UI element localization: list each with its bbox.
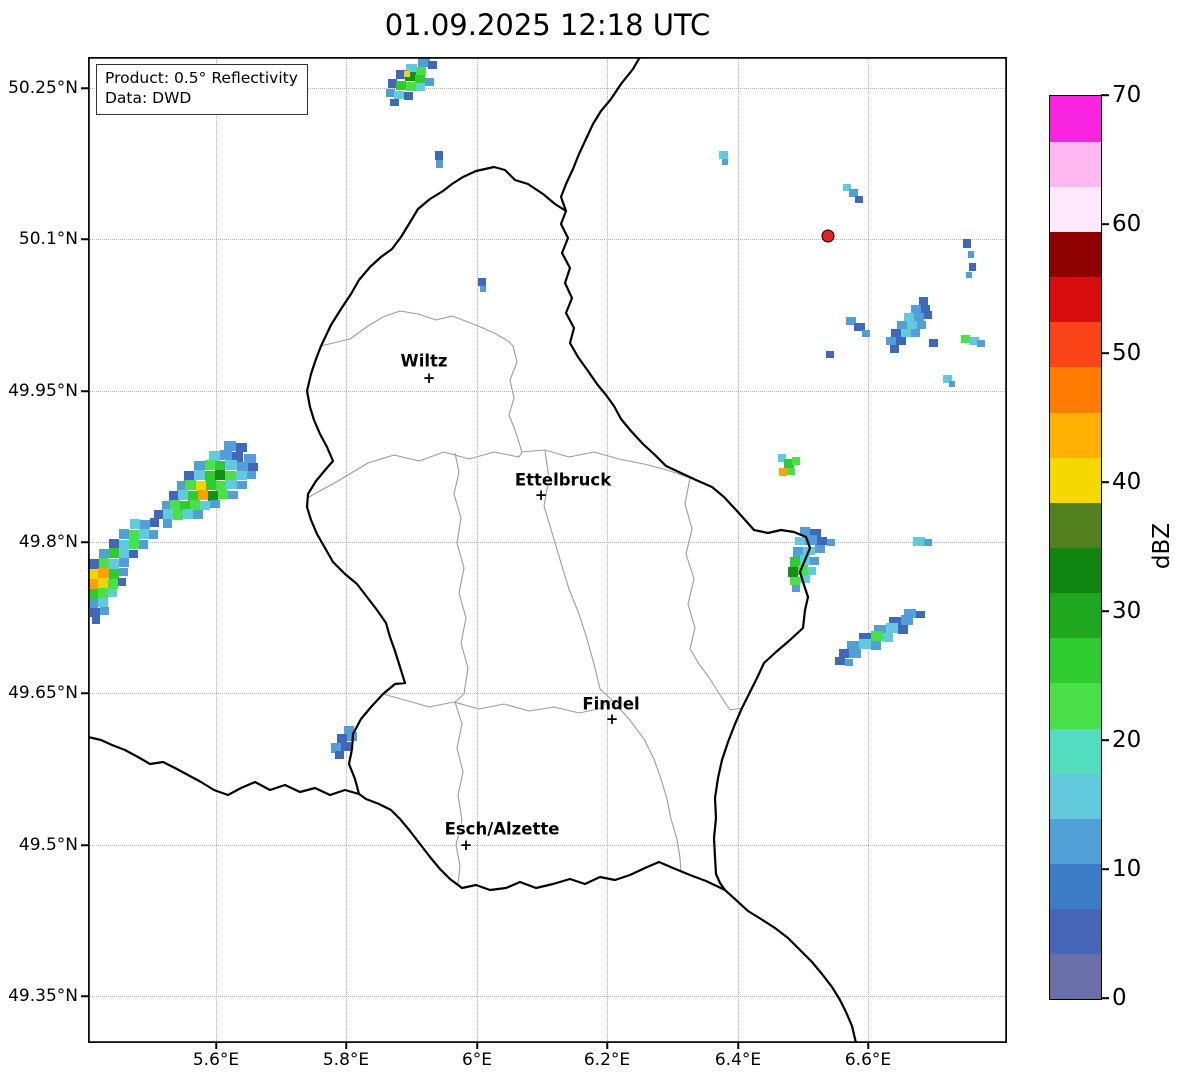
x-axis-tick-label: 5.8°E <box>322 1050 370 1070</box>
y-axis-tick-mark <box>81 87 88 89</box>
radar-map: Wiltz + Ettelbruck + Findel + Esch/Alzette + Pr… <box>88 57 1007 1043</box>
colorbar-tick-mark <box>1101 610 1109 612</box>
product-info-line2: Data: DWD <box>105 89 192 108</box>
y-axis-tick-mark <box>81 541 88 543</box>
x-axis-tick-mark <box>867 1043 869 1049</box>
x-axis-tick-mark <box>345 1043 347 1049</box>
colorbar-segment <box>1050 141 1101 187</box>
colorbar-segment <box>1050 366 1101 413</box>
colorbar-tick-label: 10 <box>1112 856 1142 882</box>
colorbar-tick-mark <box>1101 481 1109 483</box>
page-title: 01.09.2025 12:18 UTC <box>384 8 711 42</box>
colorbar-tick-label: 30 <box>1112 598 1142 624</box>
colorbar-segment <box>1050 637 1101 684</box>
colorbar-tick-mark <box>1101 739 1109 741</box>
colorbar-segment <box>1050 728 1101 774</box>
colorbar-segment <box>1050 412 1101 458</box>
colorbar-label: dBZ <box>1149 522 1175 570</box>
colorbar-tick-label: 20 <box>1112 727 1142 753</box>
colorbar-segment <box>1050 96 1101 142</box>
x-axis-tick-label: 6.6°E <box>844 1050 892 1070</box>
city-marker: + <box>534 486 548 505</box>
x-axis-tick-mark <box>737 1043 739 1049</box>
y-axis-tick-mark <box>81 692 88 694</box>
city-marker: + <box>459 836 473 855</box>
colorbar-tick-mark <box>1101 223 1109 225</box>
y-axis-tick-label: 49.65°N <box>8 683 78 703</box>
colorbar-segment <box>1050 773 1101 819</box>
city-label: Ettelbruck <box>514 470 612 490</box>
colorbar-tick-label: 40 <box>1112 469 1142 495</box>
colorbar-segment <box>1050 186 1101 232</box>
city-layer: Wiltz + Ettelbruck + Findel + Esch/Alzette + <box>88 57 1007 1043</box>
x-axis-tick-mark <box>215 1043 217 1049</box>
colorbar-segment <box>1050 231 1101 278</box>
city-label: Wiltz <box>400 351 448 371</box>
y-axis-tick-label: 50.1°N <box>18 229 78 249</box>
y-axis-tick-label: 49.95°N <box>8 381 78 401</box>
colorbar-segment <box>1050 457 1101 503</box>
x-axis-tick-label: 6.2°E <box>583 1050 631 1070</box>
product-info-line1: Product: 0.5° Reflectivity <box>105 69 298 87</box>
y-axis-tick-label: 50.25°N <box>8 78 78 98</box>
colorbar-segment <box>1050 863 1101 910</box>
y-axis-tick-label: 49.8°N <box>18 532 78 552</box>
x-axis-tick-mark <box>476 1043 478 1049</box>
colorbar-segment <box>1050 547 1101 594</box>
y-axis-tick-mark <box>81 390 88 392</box>
y-axis-tick-label: 49.5°N <box>18 835 78 855</box>
colorbar-segment <box>1050 953 1101 999</box>
colorbar-tick-label: 60 <box>1112 211 1142 237</box>
y-axis-tick-mark <box>81 238 88 240</box>
x-axis-tick-label: 6°E <box>461 1050 493 1070</box>
product-info-box: Product: 0.5° Reflectivity Data: DWD <box>96 64 308 115</box>
colorbar-tick-mark <box>1101 94 1109 96</box>
y-axis-tick-mark <box>81 995 88 997</box>
colorbar-segment <box>1050 908 1101 955</box>
colorbar <box>1049 95 1102 1000</box>
colorbar-tick-mark <box>1101 352 1109 354</box>
colorbar-tick-label: 70 <box>1112 82 1142 108</box>
x-axis-tick-label: 5.6°E <box>192 1050 240 1070</box>
city-marker: + <box>422 369 436 388</box>
colorbar-segment <box>1050 502 1101 548</box>
colorbar-tick-label: 50 <box>1112 340 1142 366</box>
y-axis-tick-label: 49.35°N <box>8 986 78 1006</box>
x-axis-tick-label: 6.4°E <box>714 1050 762 1070</box>
colorbar-tick-label: 0 <box>1112 985 1127 1011</box>
colorbar-segment <box>1050 592 1101 639</box>
colorbar-segment <box>1050 682 1101 729</box>
colorbar-tick-mark <box>1101 997 1109 999</box>
colorbar-tick-mark <box>1101 868 1109 870</box>
colorbar-segment <box>1050 321 1101 368</box>
y-axis-tick-mark <box>81 844 88 846</box>
city-marker: + <box>605 710 619 729</box>
colorbar-segment <box>1050 276 1101 323</box>
radar-station-marker <box>821 229 835 243</box>
colorbar-segment <box>1050 818 1101 865</box>
x-axis-tick-mark <box>606 1043 608 1049</box>
